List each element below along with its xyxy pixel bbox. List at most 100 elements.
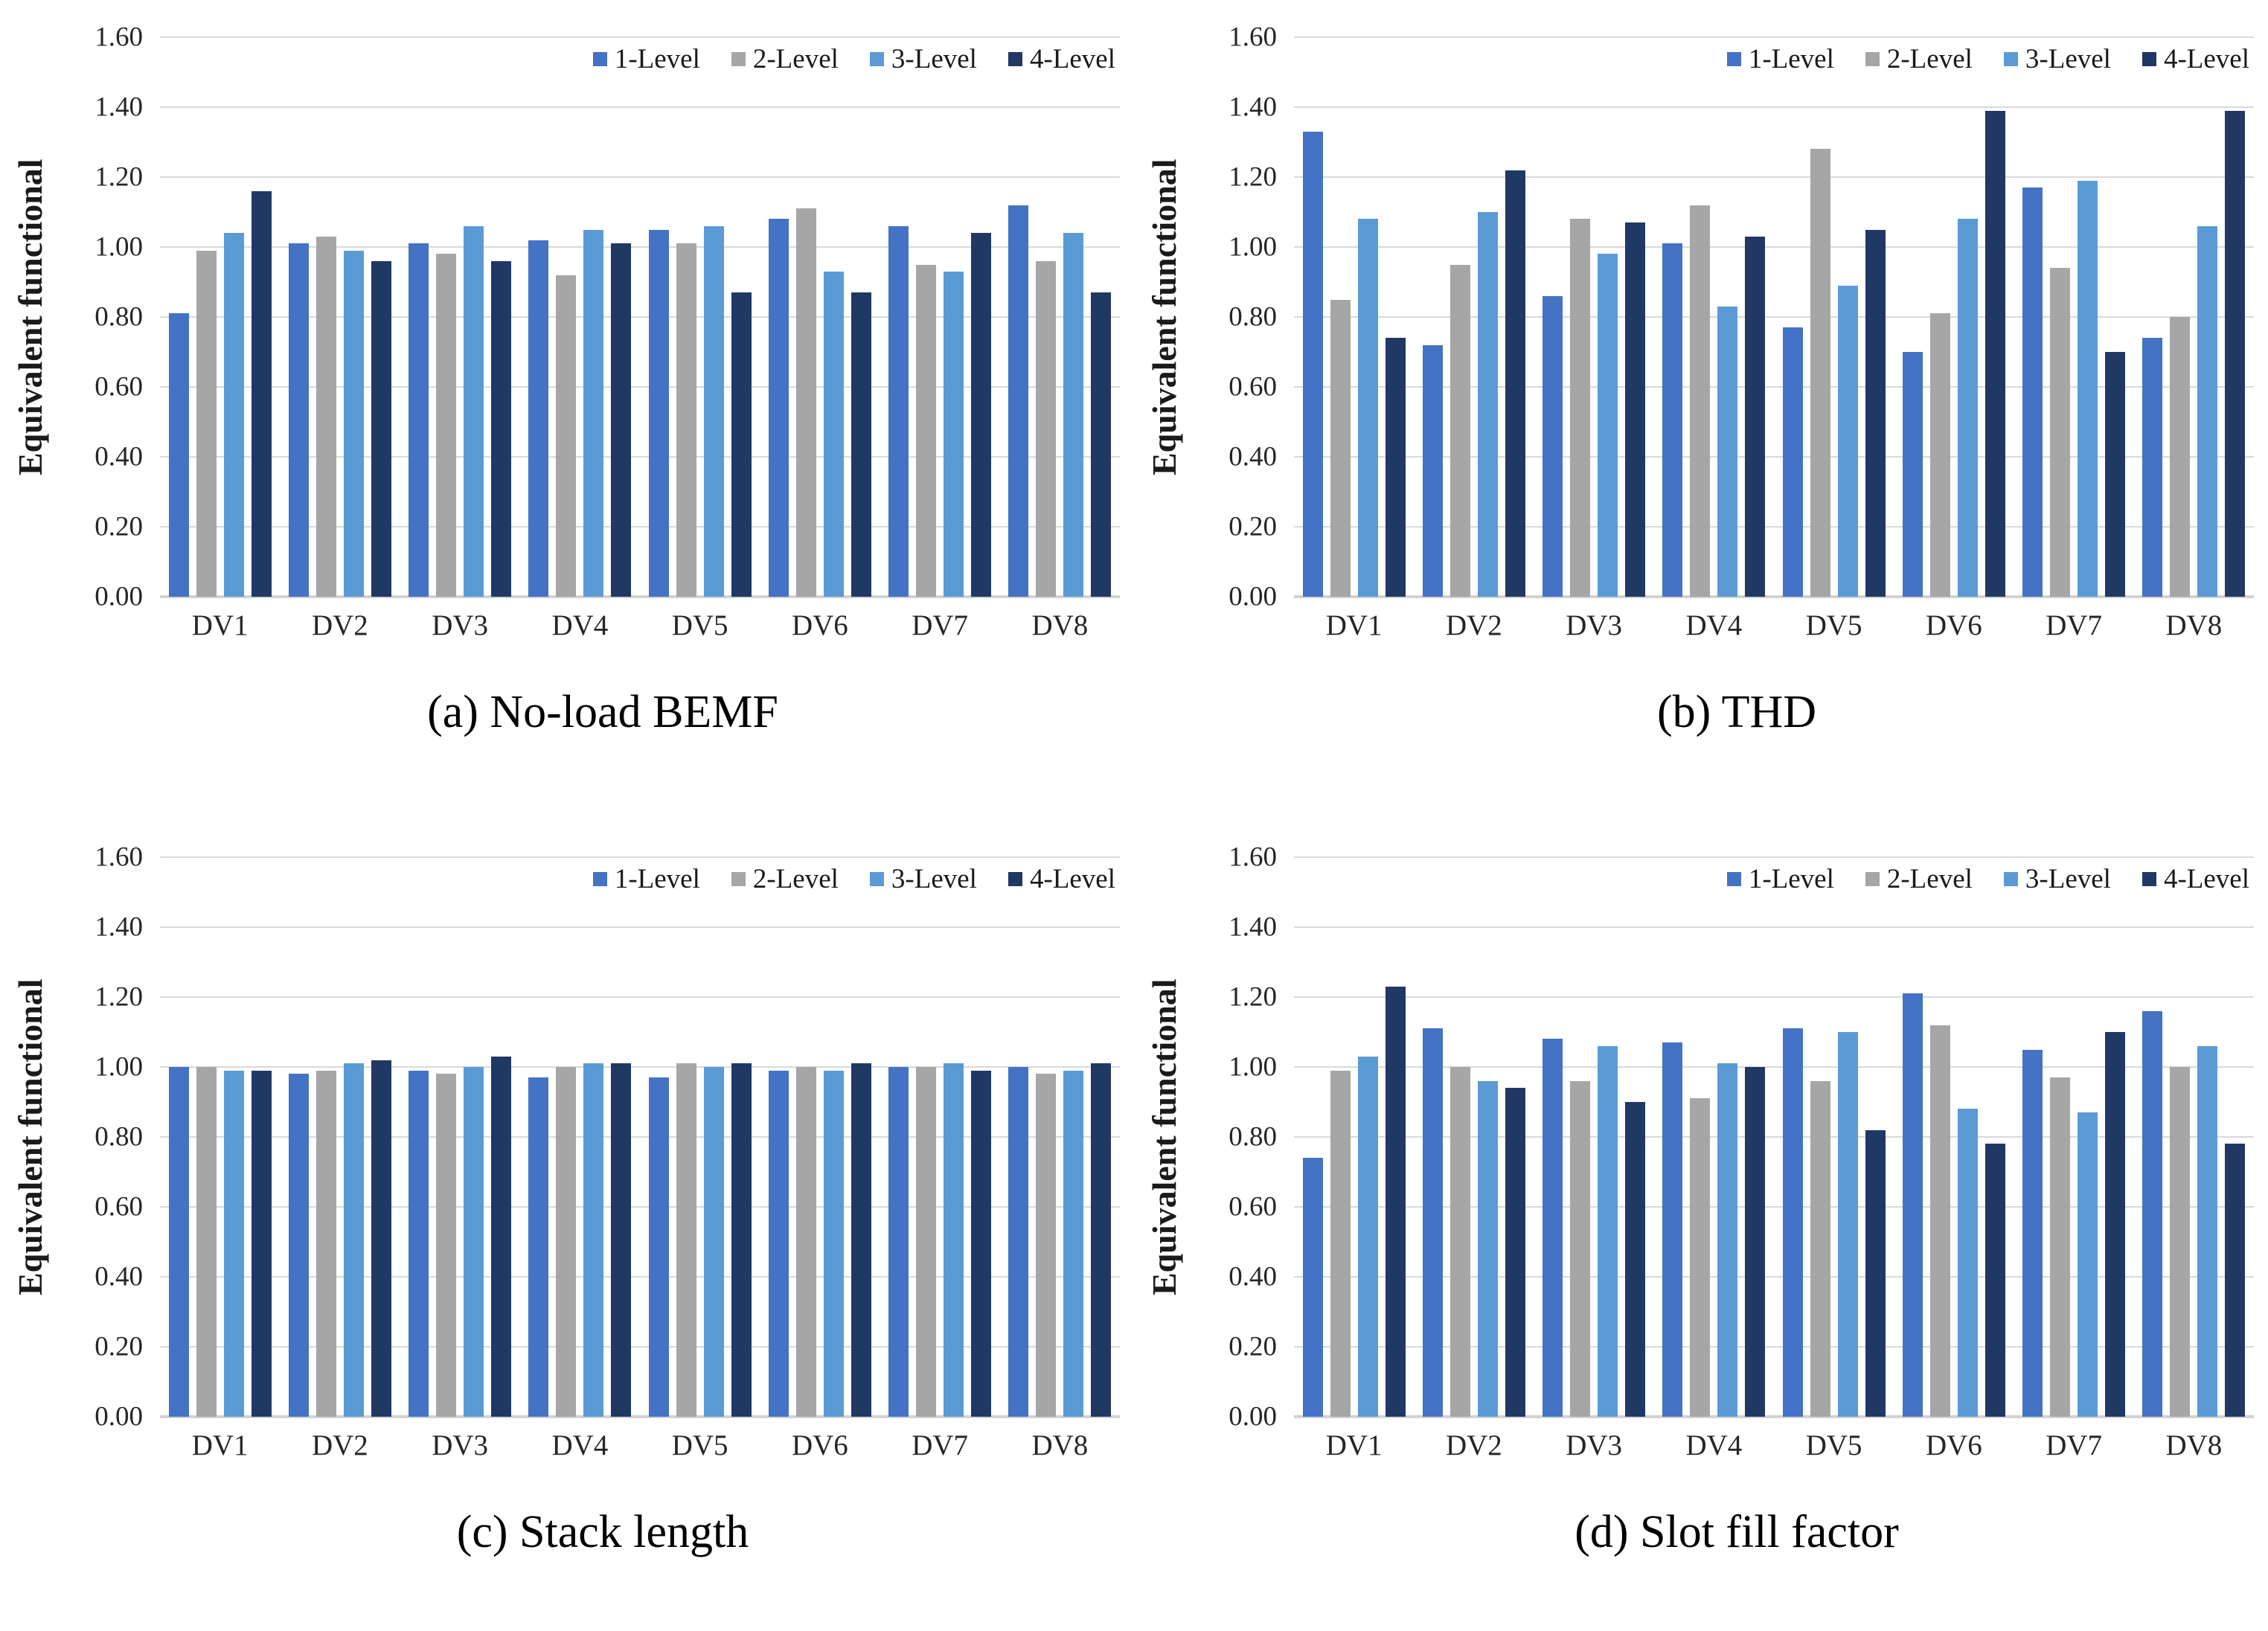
bar-3-level-dv6	[823, 271, 844, 597]
bar-4-level-dv1	[1385, 986, 1406, 1417]
bar-2-level-dv7	[916, 1067, 937, 1417]
bar-1-level-dv7	[888, 1067, 909, 1417]
bar-1-level-dv8	[1008, 205, 1029, 597]
x-axis-ticks: DV1 DV2 DV3 DV4 DV5 DV6 DV7 DV8	[1294, 1429, 2254, 1467]
bar-2-level-dv7	[916, 264, 937, 597]
bar-2-level-dv3	[436, 254, 457, 597]
y-tick-label: 0.40	[94, 441, 143, 472]
plot-area: 1-Level 2-Level 3-Level 4-Level	[1294, 36, 2254, 598]
legend-label: 3-Level	[891, 864, 977, 894]
gridline	[160, 386, 1120, 388]
gridline	[1294, 36, 2254, 38]
gridline	[1294, 1066, 2254, 1068]
x-axis-baseline	[160, 1415, 1120, 1418]
bar-1-level-dv1	[168, 1067, 189, 1417]
legend-item-4-level: 4-Level	[1008, 863, 1115, 895]
x-tick-label: DV4	[1685, 609, 1743, 641]
x-tick-label: DV7	[912, 609, 969, 641]
bar-1-level-dv1	[168, 313, 189, 597]
legend-swatch-icon	[1008, 872, 1022, 886]
bar-4-level-dv3	[491, 1056, 512, 1417]
bar-2-level-dv6	[1929, 1025, 1950, 1417]
y-tick-label: 1.00	[1228, 231, 1277, 263]
bar-4-level-dv1	[251, 190, 272, 597]
gridline	[1294, 926, 2254, 928]
bar-3-level-dv5	[703, 1067, 724, 1417]
bar-3-level-dv3	[1598, 254, 1618, 597]
bar-1-level-dv4	[1662, 1042, 1683, 1417]
y-tick-label: 0.80	[94, 301, 143, 333]
gridline	[1294, 856, 2254, 858]
bar-1-level-dv7	[2022, 188, 2043, 597]
bar-3-level-dv8	[1063, 233, 1084, 597]
y-tick-label: 0.60	[94, 1191, 143, 1223]
bar-1-level-dv3	[1543, 295, 1563, 597]
bar-1-level-dv5	[648, 229, 669, 597]
bar-4-level-dv5	[1865, 229, 1886, 597]
bar-4-level-dv8	[2225, 110, 2246, 597]
x-tick-label: DV2	[311, 609, 368, 641]
legend-item-2-level: 2-Level	[1865, 43, 1973, 75]
bar-3-level-dv3	[464, 1067, 484, 1417]
y-axis-ticks: 0.00 0.20 0.40 0.60 0.80 1.00 1.20 1.40 1.60	[0, 842, 147, 1432]
gridline	[160, 1136, 1120, 1138]
chart-caption: (a) No-load BEMF	[427, 687, 778, 737]
x-tick-label: DV1	[1325, 609, 1383, 641]
bar-4-level-dv8	[1091, 1063, 1112, 1417]
y-tick-label: 0.60	[1228, 371, 1277, 403]
y-tick-label: 0.00	[1228, 1401, 1277, 1432]
y-tick-label: 0.80	[1228, 301, 1277, 333]
bar-2-level-dv5	[676, 243, 696, 597]
bar-3-level-dv2	[343, 250, 364, 597]
x-tick-label: DV3	[1566, 609, 1623, 641]
bar-2-level-dv8	[2170, 317, 2191, 597]
bar-3-level-dv1	[223, 1070, 244, 1417]
plot-area: 1-Level 2-Level 3-Level 4-Level	[1294, 856, 2254, 1418]
legend-item-1-level: 1-Level	[592, 863, 700, 895]
y-tick-label: 0.00	[94, 581, 143, 612]
x-tick-label: DV4	[1685, 1429, 1743, 1461]
bar-1-level-dv4	[1662, 243, 1683, 597]
legend-swatch-icon	[2142, 52, 2156, 66]
bar-1-level-dv6	[1902, 993, 1923, 1417]
bar-4-level-dv8	[1091, 292, 1112, 597]
bar-2-level-dv6	[795, 208, 816, 597]
gridline	[160, 36, 1120, 38]
legend-item-4-level: 4-Level	[2142, 863, 2249, 895]
y-tick-label: 1.20	[1228, 161, 1277, 193]
bar-1-level-dv4	[528, 240, 549, 597]
gridline	[1294, 246, 2254, 248]
x-tick-label: DV3	[432, 1429, 489, 1461]
bar-4-level-dv2	[371, 260, 391, 597]
bar-3-level-dv8	[1063, 1070, 1084, 1417]
legend-swatch-icon	[1726, 872, 1741, 886]
y-tick-label: 1.40	[1228, 911, 1277, 943]
legend: 1-Level 2-Level 3-Level 4-Level	[1723, 42, 2252, 77]
bar-1-level-dv1	[1302, 1158, 1323, 1417]
x-tick-label: DV1	[1325, 1429, 1383, 1461]
bar-2-level-dv4	[1690, 1098, 1711, 1417]
legend-label: 1-Level	[1748, 44, 1834, 74]
bar-1-level-dv6	[768, 219, 789, 597]
y-tick-label: 0.20	[94, 1331, 143, 1362]
gridline	[160, 1206, 1120, 1208]
x-tick-label: DV6	[791, 609, 848, 641]
bar-3-level-dv2	[343, 1063, 364, 1417]
bar-4-level-dv6	[850, 1063, 871, 1417]
legend-label: 2-Level	[1886, 864, 1973, 894]
bar-1-level-dv2	[1422, 345, 1443, 597]
bar-4-level-dv3	[491, 260, 512, 597]
gridline	[160, 526, 1120, 528]
bar-4-level-dv6	[1984, 1144, 2005, 1417]
legend-label: 4-Level	[2163, 864, 2249, 894]
gridline	[160, 246, 1120, 248]
legend-label: 3-Level	[2025, 864, 2111, 894]
bar-2-level-dv6	[795, 1067, 816, 1417]
bar-1-level-dv5	[1782, 327, 1803, 597]
gridline	[1294, 456, 2254, 458]
bar-1-level-dv2	[288, 243, 309, 597]
bar-3-level-dv3	[464, 225, 484, 597]
legend-swatch-icon	[869, 872, 884, 886]
bar-3-level-dv5	[1837, 1032, 1858, 1417]
y-tick-label: 0.00	[1228, 581, 1277, 612]
